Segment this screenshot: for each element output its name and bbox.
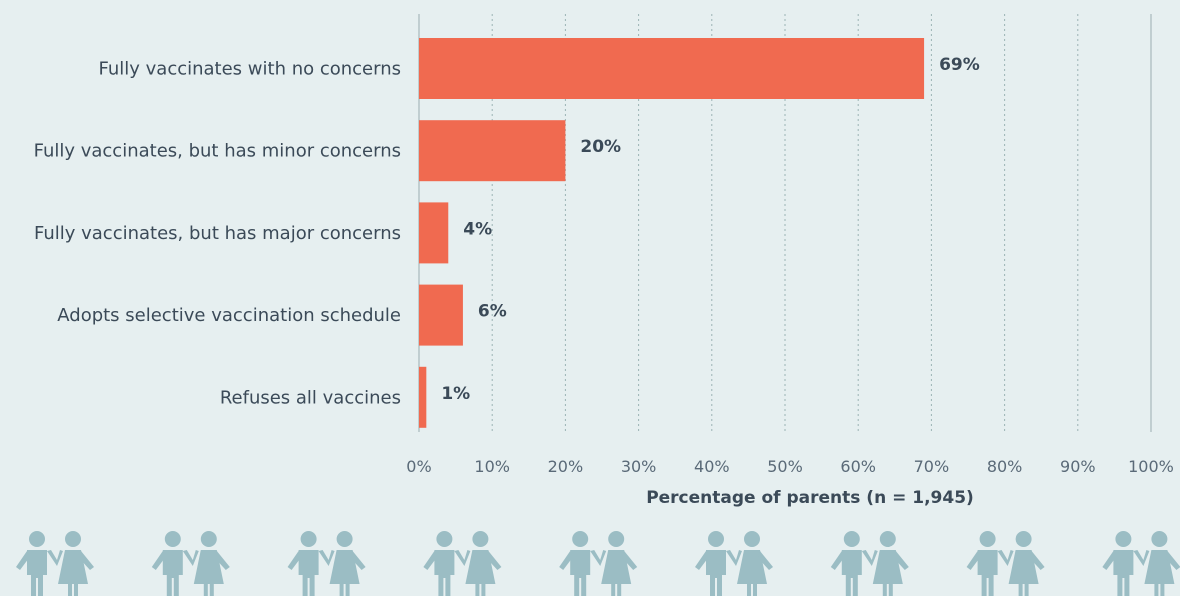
parent-couple-icon — [1102, 531, 1180, 596]
value-label: 69% — [939, 55, 980, 75]
bar-layer — [419, 38, 925, 428]
x-tick-label: 70% — [914, 457, 950, 476]
category-label: Refuses all vaccines — [220, 387, 401, 408]
parent-couple-icon — [287, 531, 366, 596]
value-label: 6% — [478, 302, 507, 322]
parent-couple-icon — [695, 531, 773, 596]
people-decoration — [16, 531, 1180, 596]
bar — [419, 202, 449, 264]
x-tick-label: 50% — [767, 457, 803, 476]
x-axis-title: Percentage of parents (n = 1,945) — [646, 488, 974, 508]
parent-couple-icon — [559, 531, 638, 596]
parent-couple-icon — [16, 531, 94, 596]
label-layer: 0% 10% 20% 30% 40% 50% 60% 70% 80% 90% 100% Fully v… — [34, 55, 1174, 476]
x-tick-label: 30% — [621, 457, 657, 476]
category-label: Fully vaccinates, but has minor concerns — [34, 141, 401, 162]
x-tick-label: 100% — [1128, 457, 1174, 476]
value-label: 1% — [441, 384, 470, 404]
x-tick-label: 20% — [548, 457, 584, 476]
x-tick-label: 40% — [694, 457, 730, 476]
category-label: Adopts selective vaccination schedule — [57, 305, 401, 326]
category-label: Fully vaccinates, but has major concerns — [34, 223, 401, 244]
x-tick-label: 60% — [840, 457, 876, 476]
parent-couple-icon — [423, 531, 502, 596]
parent-couple-icon — [966, 531, 1045, 596]
bar — [419, 366, 427, 428]
x-tick-label: 80% — [987, 457, 1023, 476]
bar — [419, 284, 463, 346]
bar — [419, 38, 925, 99]
category-label: Fully vaccinates with no concerns — [98, 59, 401, 80]
value-label: 20% — [580, 137, 621, 157]
parent-couple-icon — [151, 531, 230, 596]
value-label: 4% — [463, 219, 492, 239]
parent-couple-icon — [830, 531, 909, 596]
bar — [419, 120, 566, 182]
x-tick-label: 10% — [474, 457, 510, 476]
x-tick-label: 0% — [406, 457, 431, 476]
x-tick-label: 90% — [1060, 457, 1096, 476]
